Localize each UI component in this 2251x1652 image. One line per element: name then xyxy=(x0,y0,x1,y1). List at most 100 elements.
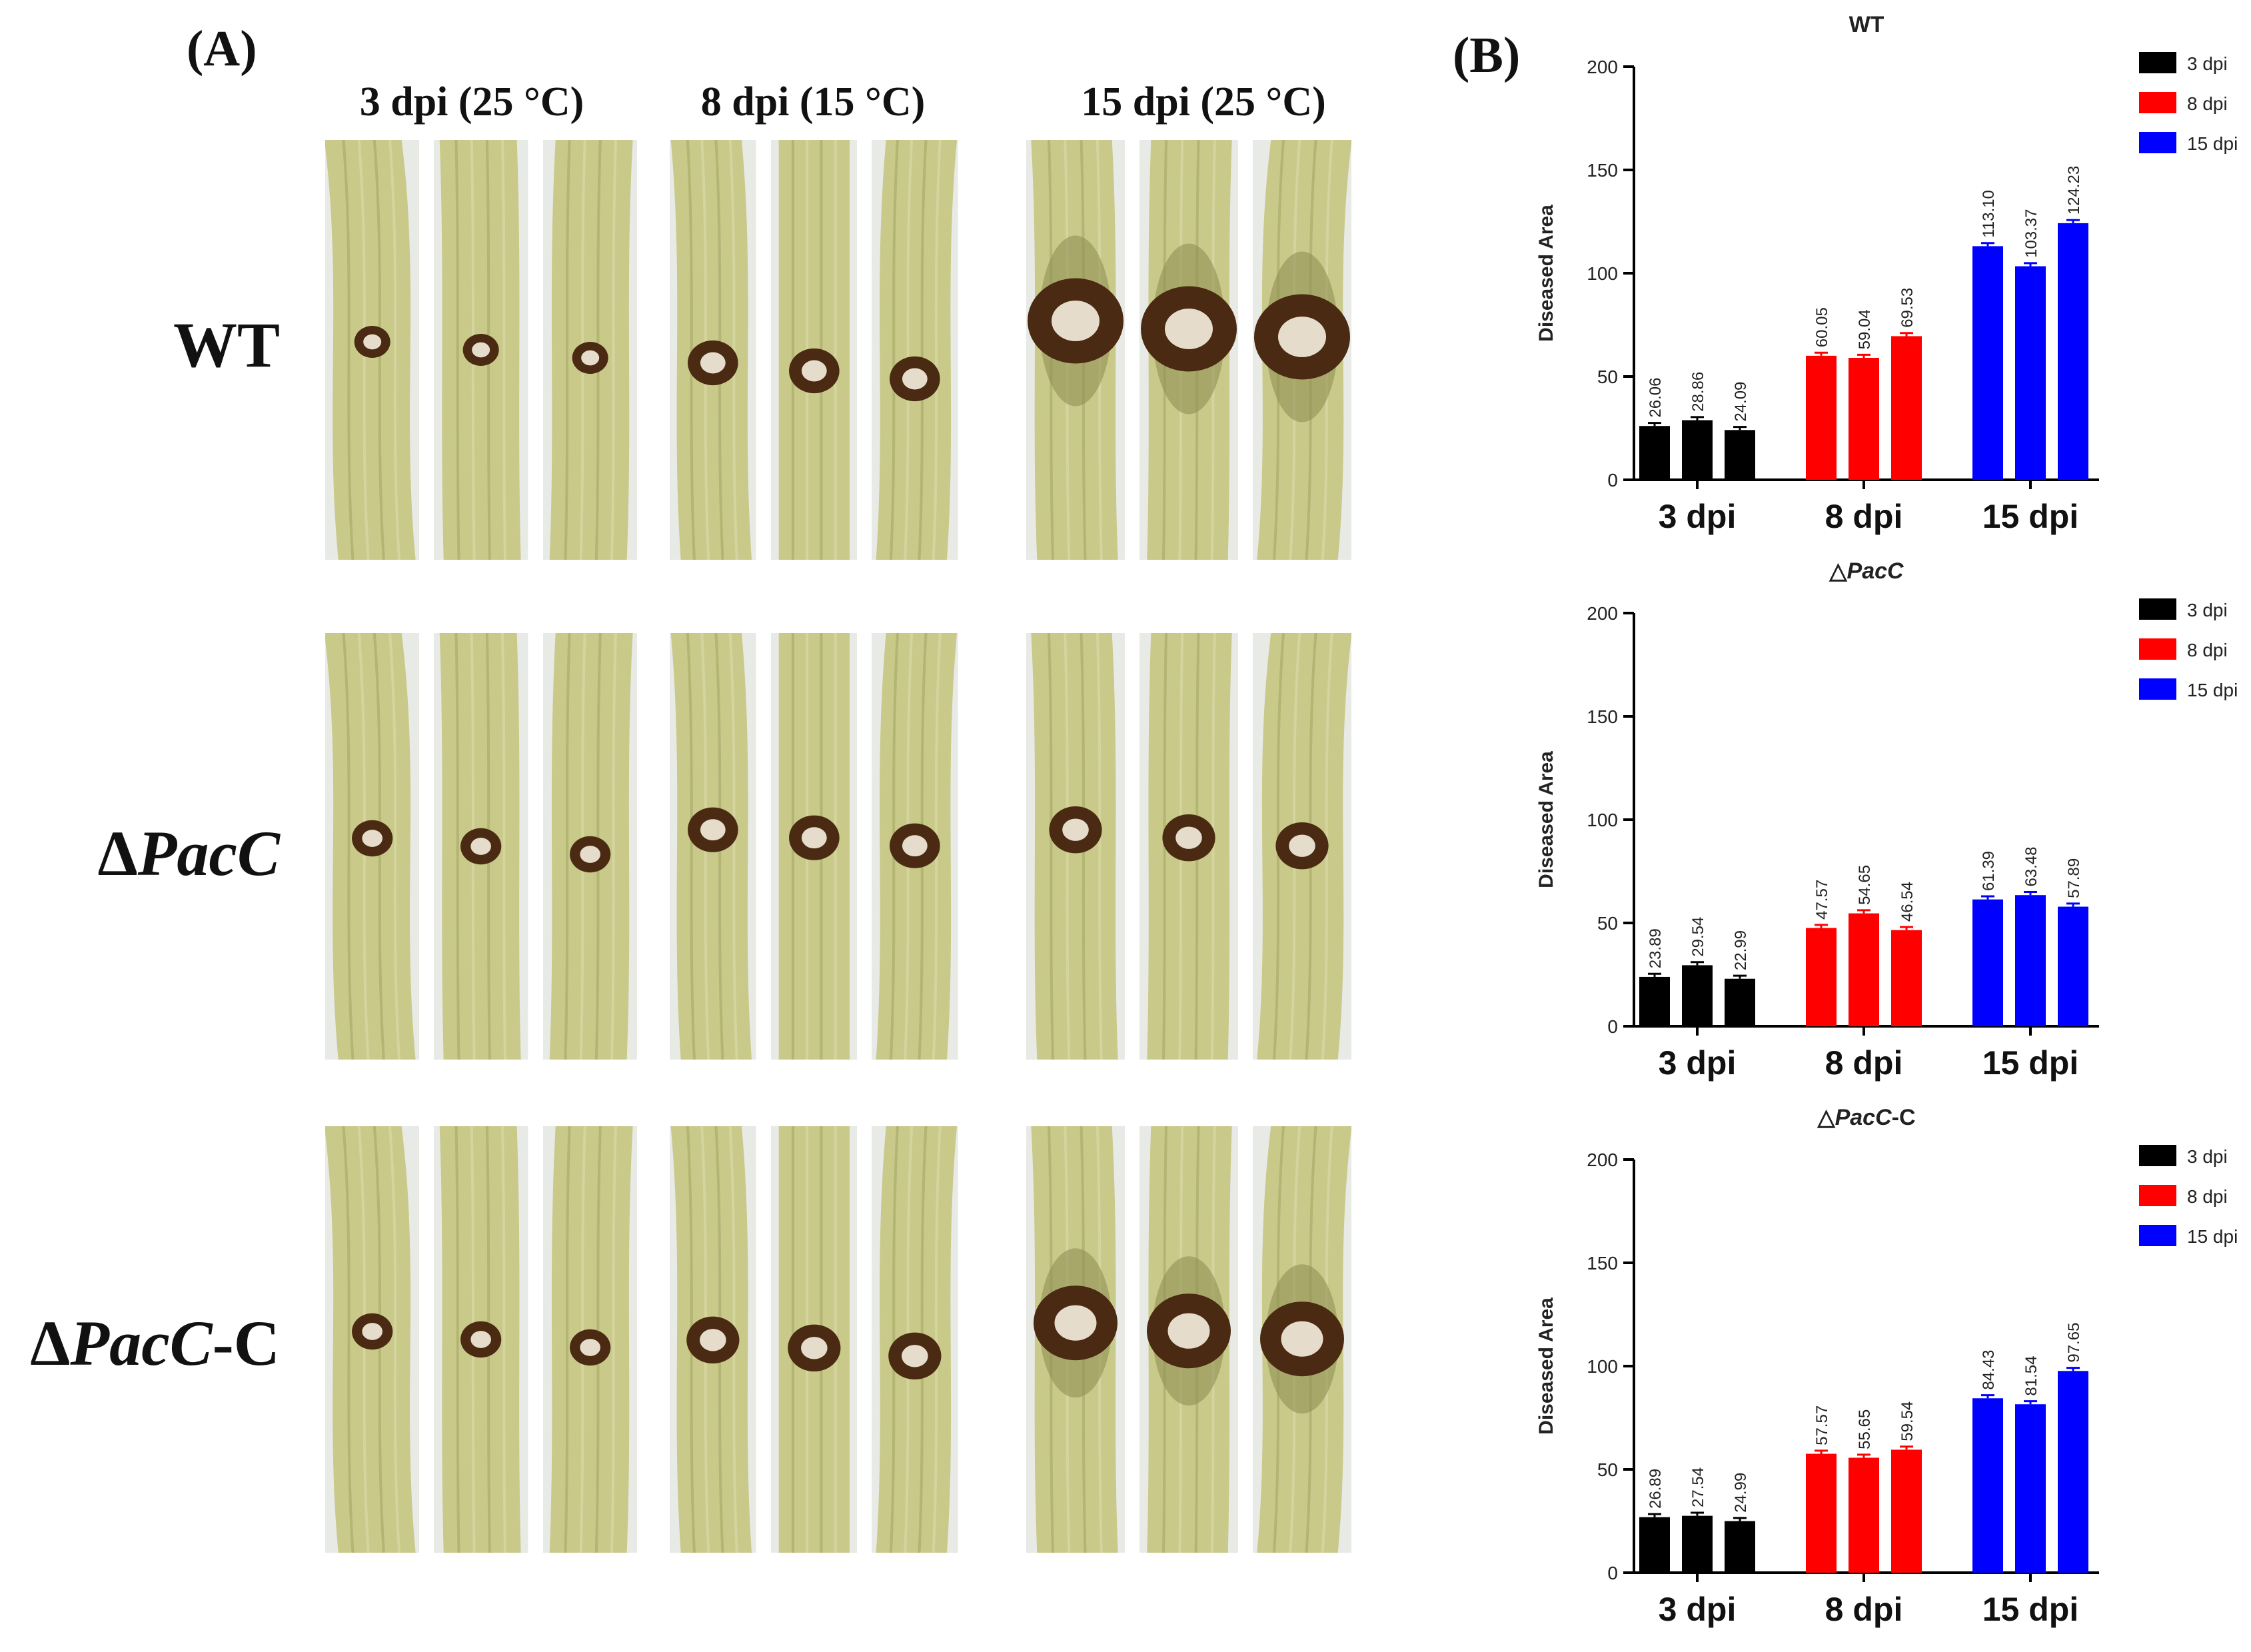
y-tick-label: 0 xyxy=(1607,1563,1618,1583)
legend-entry: 15 dpi xyxy=(2187,1226,2238,1247)
stem-photo-r2-c2-2 xyxy=(770,633,858,1060)
data-label: 113.10 xyxy=(1980,190,1998,238)
legend-entry: 8 dpi xyxy=(2187,640,2228,660)
data-label: 24.09 xyxy=(1732,382,1750,422)
bar xyxy=(1972,1398,2003,1573)
x-tick-label: 8 dpi xyxy=(1825,1044,1903,1082)
y-axis-label: Diseased Area xyxy=(1535,751,1557,888)
y-tick-label: 150 xyxy=(1587,1253,1618,1273)
data-label: 57.57 xyxy=(1813,1405,1831,1445)
data-label: 103.37 xyxy=(2022,209,2040,257)
x-tick-label: 3 dpi xyxy=(1659,1044,1737,1082)
data-label: 59.54 xyxy=(1898,1401,1916,1441)
y-tick-label: 200 xyxy=(1587,603,1618,624)
legend-swatch xyxy=(2139,92,2176,113)
column-header-3dpi: 3 dpi (25 °C) xyxy=(359,79,584,125)
bar xyxy=(1849,357,1879,480)
bar xyxy=(1682,420,1713,480)
legend-swatch xyxy=(2139,678,2176,700)
y-tick-label: 100 xyxy=(1587,1356,1618,1377)
legend-swatch xyxy=(2139,1145,2176,1166)
data-label: 47.57 xyxy=(1813,880,1831,920)
stem-photo-r1-c3-1 xyxy=(1026,140,1125,560)
bar xyxy=(1682,965,1713,1026)
panel-a-label: (A) xyxy=(187,21,257,77)
x-tick-label: 15 dpi xyxy=(1982,498,2078,535)
data-label: 46.54 xyxy=(1898,882,1916,922)
bar xyxy=(1639,976,1670,1026)
bar xyxy=(1682,1515,1713,1573)
y-tick-label: 150 xyxy=(1587,160,1618,181)
stem-photo-r2-c3-2 xyxy=(1139,633,1238,1060)
stem-photo-r3-c1-3 xyxy=(542,1126,637,1553)
legend-swatch xyxy=(2139,1185,2176,1206)
legend-entry: 3 dpi xyxy=(2187,1146,2228,1167)
x-tick-label: 3 dpi xyxy=(1659,1591,1737,1628)
column-header-15dpi: 15 dpi (25 °C) xyxy=(1081,79,1326,125)
x-tick-label: 15 dpi xyxy=(1982,1044,2078,1082)
bar xyxy=(1891,336,1922,480)
data-label: 23.89 xyxy=(1647,928,1665,968)
y-tick-label: 0 xyxy=(1607,470,1618,490)
stem-photo-r2-c2-1 xyxy=(670,633,756,1060)
stem-photo-r3-c1-2 xyxy=(434,1126,528,1553)
legend-entry: 15 dpi xyxy=(2187,680,2238,700)
stem-photo-r1-c3-2 xyxy=(1139,140,1238,560)
bar xyxy=(1891,930,1922,1026)
stem-photo-r1-c2-2 xyxy=(770,140,858,560)
legend-swatch xyxy=(2139,638,2176,660)
bar xyxy=(2058,223,2088,480)
data-label: 22.99 xyxy=(1732,930,1750,970)
stem-photo-r2-c1-3 xyxy=(542,633,637,1060)
stem-photo-r1-c2-3 xyxy=(872,140,958,560)
data-label: 60.05 xyxy=(1813,307,1831,347)
bar xyxy=(1725,1521,1755,1573)
stem-photo-r3-c3-1 xyxy=(1026,1126,1125,1553)
stem-photo-r1-c1-2 xyxy=(434,140,528,560)
data-label: 63.48 xyxy=(2022,846,2040,886)
bar xyxy=(1806,355,1837,480)
data-label: 97.65 xyxy=(2065,1323,2083,1363)
y-tick-label: 200 xyxy=(1587,57,1618,77)
data-label: 69.53 xyxy=(1898,288,1916,328)
stem-photo-r2-c3-1 xyxy=(1026,633,1125,1060)
y-tick-label: 50 xyxy=(1597,913,1618,934)
bar xyxy=(1725,430,1755,480)
bar xyxy=(1891,1449,1922,1573)
data-label: 26.89 xyxy=(1647,1469,1665,1509)
bar xyxy=(2015,895,2046,1026)
stem-photo-r2-c3-3 xyxy=(1253,633,1351,1060)
stem-photo-r2-c1-1 xyxy=(325,633,420,1060)
stem-photo-r1-c1-3 xyxy=(542,140,637,560)
data-label: 84.43 xyxy=(1980,1350,1998,1390)
data-label: 61.39 xyxy=(1980,851,1998,891)
y-tick-label: 0 xyxy=(1607,1016,1618,1037)
data-label: 57.89 xyxy=(2065,858,2083,898)
chart-title: △PacC xyxy=(1829,558,1904,584)
data-label: 29.54 xyxy=(1689,917,1707,957)
stem-photo-r3-c2-2 xyxy=(770,1126,858,1553)
legend-swatch xyxy=(2139,598,2176,620)
stem-photo-r3-c2-1 xyxy=(670,1126,756,1553)
panel-b-label: (B) xyxy=(1453,27,1521,83)
x-tick-label: 8 dpi xyxy=(1825,1591,1903,1628)
x-tick-label: 15 dpi xyxy=(1982,1591,2078,1628)
legend-swatch xyxy=(2139,52,2176,73)
row-header-wt: WT xyxy=(173,309,280,381)
data-label: 26.06 xyxy=(1647,378,1665,418)
bar xyxy=(1972,899,2003,1026)
legend-swatch xyxy=(2139,1225,2176,1246)
y-tick-label: 100 xyxy=(1587,810,1618,830)
data-label: 124.23 xyxy=(2065,166,2083,215)
stem-photo-r3-c1-1 xyxy=(325,1126,420,1553)
legend-entry: 15 dpi xyxy=(2187,133,2238,154)
legend-swatch xyxy=(2139,132,2176,153)
row-header-pacc-c: ΔPacC-C xyxy=(30,1307,280,1379)
data-label: 59.04 xyxy=(1856,309,1874,349)
bar xyxy=(1725,978,1755,1026)
y-tick-label: 50 xyxy=(1597,367,1618,387)
bar-chart-1: WT 0 50 100 150 200 Diseased Area 26.06 28.86 24.… xyxy=(1535,12,2238,535)
y-tick-label: 150 xyxy=(1587,706,1618,727)
data-label: 81.54 xyxy=(2022,1356,2040,1396)
data-label: 27.54 xyxy=(1689,1467,1707,1507)
